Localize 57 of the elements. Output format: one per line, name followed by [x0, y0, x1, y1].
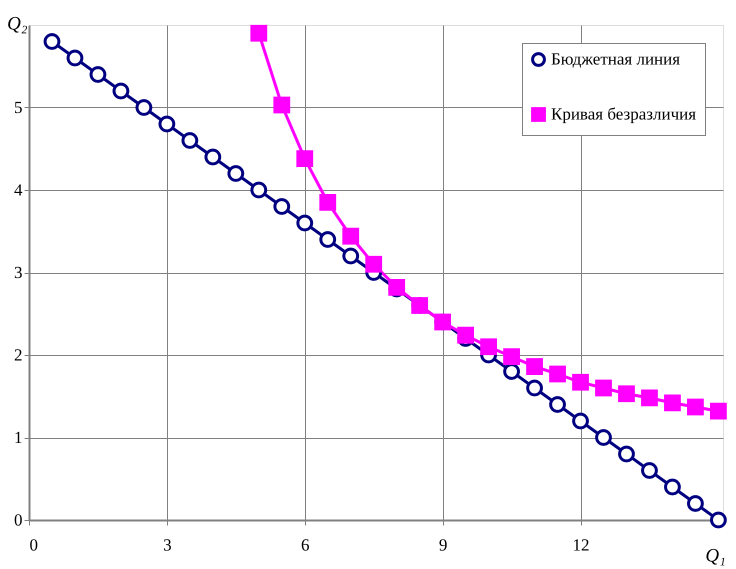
- point: [204, 148, 222, 166]
- point: [549, 366, 566, 382]
- point: [136, 99, 152, 116]
- point: [526, 380, 543, 396]
- point: [687, 398, 704, 416]
- point: [687, 495, 704, 512]
- point: [549, 396, 566, 413]
- point: [503, 363, 520, 380]
- point: [710, 512, 727, 528]
- y-tick-label: 3: [14, 263, 22, 282]
- y-axis-title: Q₂: [7, 14, 28, 34]
- point: [90, 66, 106, 83]
- point: [595, 429, 612, 446]
- point: [296, 214, 314, 232]
- point: [296, 150, 314, 168]
- point: [365, 256, 382, 273]
- point: [480, 338, 497, 356]
- y-tick-label: 4: [14, 180, 23, 200]
- x-tick-label: 0: [30, 536, 38, 554]
- legend-label: Кривая безразличия: [551, 104, 696, 124]
- point: [595, 380, 612, 396]
- point: [44, 33, 60, 50]
- y-tick-label: 1: [14, 428, 22, 447]
- point: [342, 248, 360, 264]
- point: [250, 182, 268, 198]
- point: [227, 165, 244, 182]
- point: [319, 194, 336, 211]
- point: [158, 116, 176, 132]
- point: [342, 228, 360, 245]
- point: [641, 462, 658, 479]
- point: [664, 478, 681, 496]
- point: [572, 412, 589, 430]
- x-tick-label: 3: [163, 536, 172, 554]
- x-tick-label: 6: [301, 536, 310, 554]
- point: [319, 231, 336, 248]
- point: [710, 402, 727, 420]
- y-tick-label: 2: [14, 346, 22, 364]
- point: [618, 385, 635, 402]
- point: [503, 348, 520, 366]
- y-tick-label: 5: [14, 98, 22, 117]
- point: [250, 24, 268, 42]
- x-tick-label: 12: [572, 536, 590, 554]
- point: [181, 132, 198, 149]
- point: [664, 394, 681, 412]
- y-tick-label: 0: [14, 510, 22, 530]
- point: [641, 390, 658, 406]
- point: [572, 374, 589, 391]
- x-tick-label: 9: [438, 536, 448, 554]
- point: [66, 50, 84, 66]
- point: [273, 96, 290, 114]
- point: [618, 446, 635, 462]
- legend-label: Бюджетная линия: [551, 50, 680, 68]
- point: [273, 198, 290, 215]
- point: [112, 82, 130, 100]
- point: [526, 358, 543, 375]
- point: [457, 326, 474, 344]
- x-axis-title: Q₁: [705, 546, 726, 566]
